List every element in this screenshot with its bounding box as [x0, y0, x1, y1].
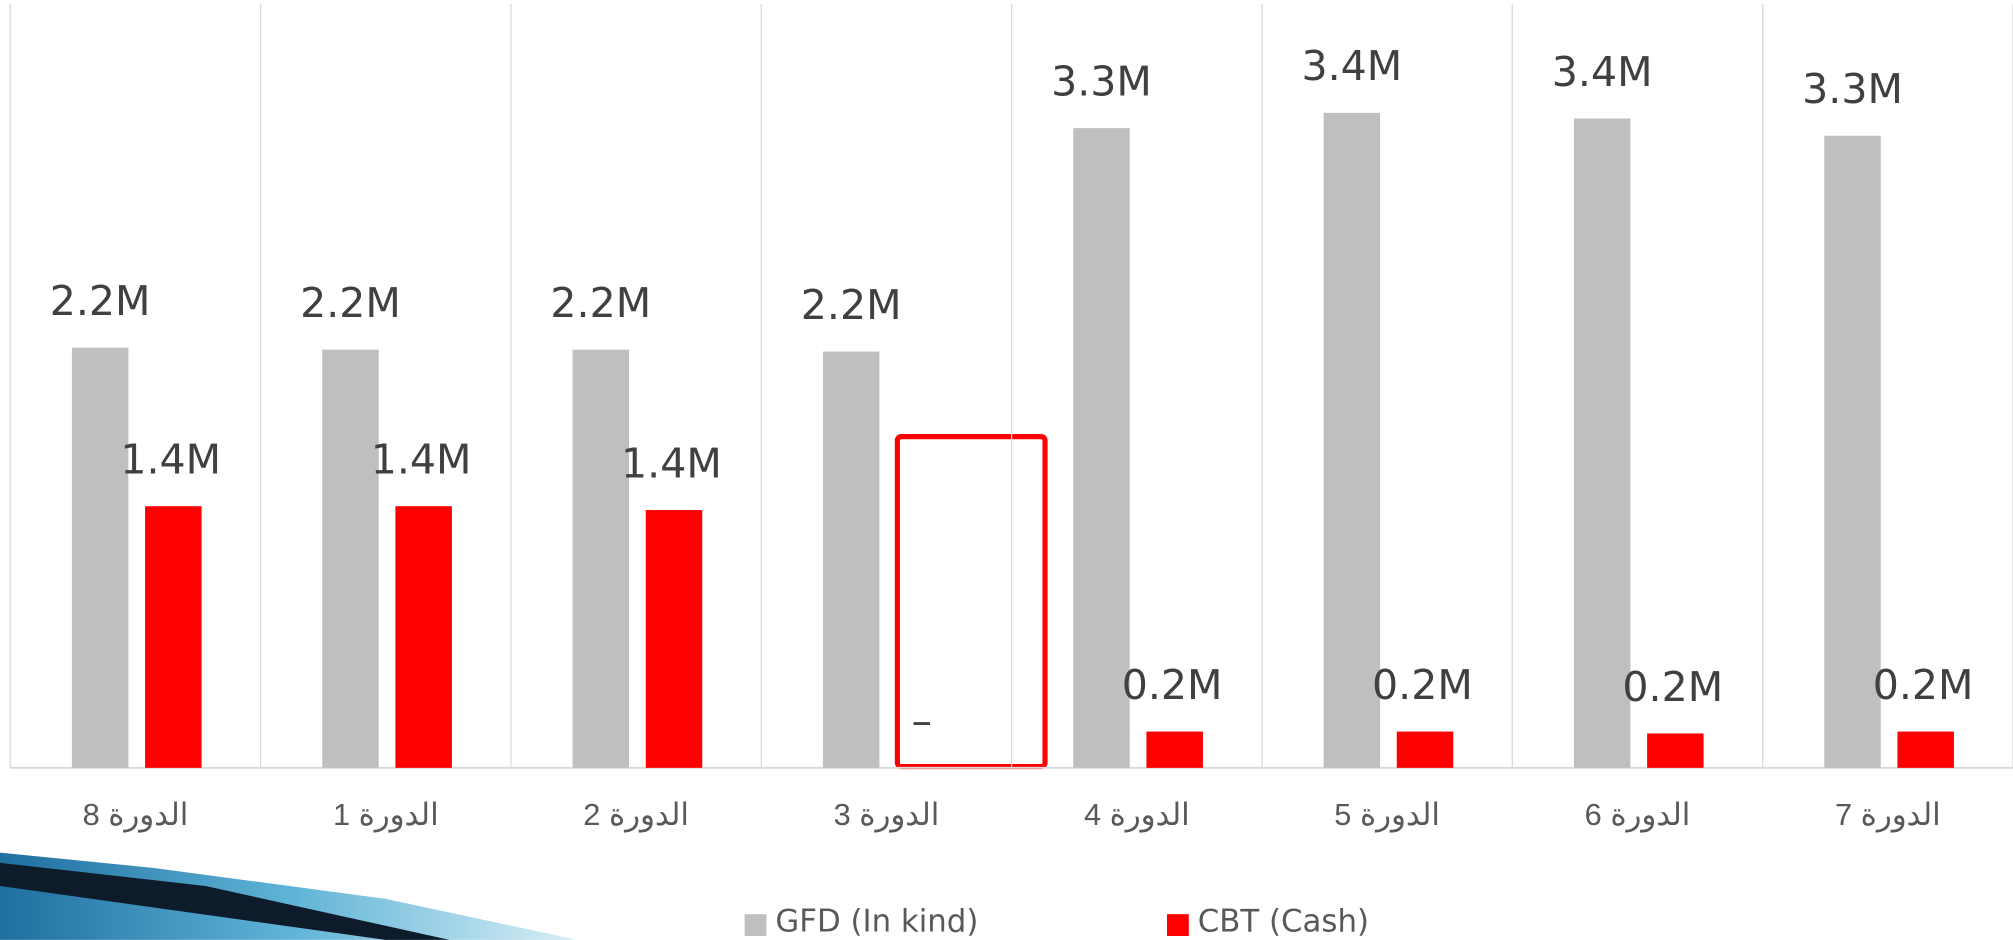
value-label: 0.2M	[1873, 661, 1974, 709]
legend-label: GFD (In kind)	[775, 904, 978, 940]
value-label: 1.4M	[371, 436, 472, 484]
value-label: 3.3M	[1802, 65, 1903, 113]
bar	[822, 351, 880, 768]
bar	[645, 510, 703, 768]
legend-label: CBT (Cash)	[1198, 904, 1369, 940]
value-label: 0.2M	[1372, 661, 1473, 709]
bar	[1396, 731, 1454, 768]
bar	[1647, 733, 1704, 768]
bar	[1323, 112, 1381, 768]
value-label: 3.4M	[1301, 42, 1402, 90]
x-tick-label: الدورة 2	[583, 797, 689, 833]
value-label: 0.2M	[1622, 663, 1723, 711]
bar	[1897, 731, 1954, 768]
decor-swoosh	[0, 852, 578, 940]
value-label: 2.2M	[300, 279, 401, 327]
legend-swatch	[1166, 914, 1189, 937]
value-label: 3.4M	[1552, 48, 1653, 96]
value-label: 3.3M	[1051, 57, 1152, 105]
x-tick-label: الدورة 6	[1585, 797, 1691, 833]
bar	[1073, 128, 1130, 768]
x-tick-label: الدورة 3	[834, 797, 940, 833]
bar	[1146, 731, 1203, 768]
x-tick-label: الدورة 7	[1835, 797, 1941, 833]
value-label: 1.4M	[621, 439, 722, 487]
legend-swatch	[744, 914, 767, 937]
bar	[1573, 118, 1631, 768]
value-label: 2.2M	[801, 281, 902, 329]
highlight-box	[894, 434, 1048, 770]
x-tick-label: الدورة 8	[83, 797, 189, 833]
value-label: 0.2M	[1122, 661, 1223, 709]
value-label: 1.4M	[120, 436, 221, 484]
bar	[322, 349, 379, 768]
value-label: 2.2M	[550, 279, 651, 327]
bar	[572, 349, 630, 768]
bar	[145, 506, 202, 768]
value-label: –	[911, 697, 932, 745]
bar	[71, 347, 129, 768]
x-tick-label: الدورة 5	[1334, 797, 1440, 833]
value-label: 2.2M	[50, 277, 151, 325]
x-tick-label: الدورة 4	[1084, 797, 1190, 833]
x-tick-label: الدورة 1	[333, 797, 439, 833]
bar	[395, 506, 452, 768]
decor-swoosh-dark	[0, 862, 450, 940]
bar	[1824, 135, 1881, 768]
plot: الدورة 8 2.2M 1.4M الدورة 1 2.2M 1.4M الدورة 2…	[9, 3, 2013, 940]
